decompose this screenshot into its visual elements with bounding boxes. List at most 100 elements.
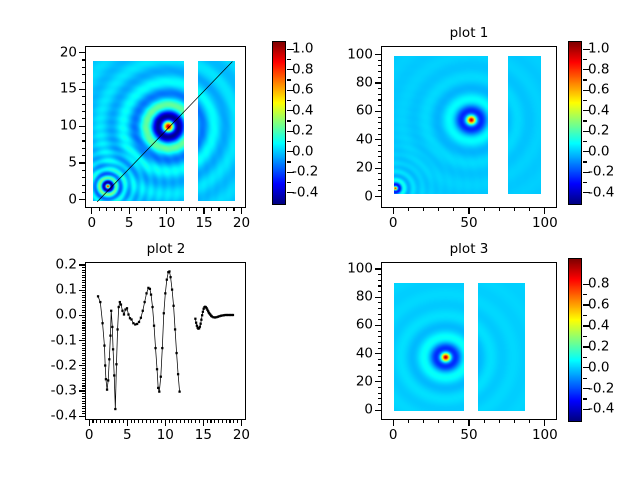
y-tick-major [79, 314, 85, 316]
y-tick-minor [81, 317, 85, 319]
y-tick-minor [81, 387, 85, 390]
series-marker [118, 300, 121, 304]
y-tick-label: 0.2 [55, 256, 77, 273]
x-tick-label: 50 [460, 215, 478, 231]
y-tick-label: 80 [355, 74, 373, 91]
y-tick-minor [377, 291, 381, 293]
y-tick-major [375, 110, 381, 112]
y-tick-minor [81, 110, 85, 113]
series-marker [228, 313, 232, 317]
y-tick-label: 20 [59, 43, 77, 60]
series-marker [114, 407, 117, 411]
y-tick-minor [377, 144, 381, 147]
series-marker [152, 324, 156, 327]
x-tick-label: 20 [232, 215, 251, 231]
y-tick-minor [377, 274, 381, 276]
x-tick-minor [529, 208, 531, 212]
series-marker [143, 300, 146, 304]
y-tick-minor [81, 398, 85, 400]
series-marker [111, 348, 115, 351]
y-tick-minor [377, 133, 381, 135]
y-tick-minor [377, 347, 381, 349]
panel-top-left-colorbar[interactable] [272, 41, 286, 205]
y-tick-label: -0.3 [50, 382, 77, 399]
colorbar-tick-label: 1.0 [588, 40, 610, 57]
series-marker [151, 305, 154, 309]
colorbar-tick-label: 0.0 [588, 142, 610, 159]
x-tick-major [392, 420, 394, 426]
x-tick-minor [183, 420, 185, 424]
y-tick-minor [81, 319, 85, 321]
panel-top-right-axes [381, 46, 557, 208]
x-tick-minor [483, 420, 485, 424]
colorbar-tick-minor [583, 58, 587, 61]
series-marker [218, 315, 221, 318]
series-marker [162, 312, 165, 315]
y-tick-minor [81, 322, 85, 324]
series-marker [200, 318, 203, 321]
series-marker [176, 373, 180, 376]
x-tick-minor [221, 420, 223, 424]
y-tick-minor [377, 392, 381, 394]
y-tick-minor [81, 395, 85, 397]
colorbar-tick [287, 110, 294, 112]
y-tick-minor [377, 93, 381, 95]
y-tick-minor [377, 358, 381, 360]
y-tick-minor [377, 184, 381, 186]
y-tick-minor [377, 179, 381, 181]
y-tick-minor [81, 279, 85, 281]
heatmap-patch-canvas [394, 283, 465, 412]
y-tick-minor [377, 76, 381, 78]
series-marker [199, 322, 202, 325]
y-tick-minor [81, 297, 85, 299]
y-tick-major [79, 365, 85, 367]
y-tick-minor [81, 184, 85, 186]
y-tick-minor [81, 413, 85, 415]
y-tick-minor [81, 372, 85, 374]
series-marker [159, 375, 162, 378]
x-tick-minor [179, 420, 182, 424]
colorbar-tick-label: 0.8 [588, 60, 610, 77]
x-tick-minor [422, 208, 425, 212]
x-tick-minor [498, 208, 500, 212]
y-tick-major [375, 139, 381, 141]
y-tick-minor [377, 116, 381, 118]
y-tick-minor [81, 410, 85, 412]
series-marker [104, 378, 108, 381]
x-tick-major [126, 420, 128, 426]
y-tick-minor [81, 74, 85, 76]
panel-bottom-right-axes [381, 262, 557, 420]
series-marker [170, 288, 174, 291]
colorbar-tick [583, 367, 590, 369]
series-marker [148, 287, 152, 291]
y-tick-minor [81, 355, 85, 357]
y-tick-minor [81, 140, 85, 142]
colorbar-tick [287, 171, 294, 173]
y-tick-minor [377, 302, 381, 304]
y-tick-major [375, 82, 381, 84]
x-tick-label: 0 [388, 215, 398, 231]
x-tick-major [468, 208, 470, 214]
series-marker [155, 368, 159, 371]
x-tick-minor [453, 208, 455, 212]
x-tick-label: 10 [156, 427, 174, 443]
x-tick-minor [211, 208, 213, 212]
x-tick-minor [225, 420, 227, 424]
x-tick-label: 15 [195, 215, 213, 231]
y-tick-minor [81, 304, 85, 306]
y-tick-minor [81, 312, 85, 314]
y-tick-minor [377, 308, 381, 310]
series-marker [115, 363, 118, 366]
series-marker [119, 303, 123, 306]
colorbar-tick [583, 110, 590, 112]
panel-top-right-colorbar[interactable] [568, 41, 582, 205]
y-tick-label: 100 [347, 260, 373, 277]
y-tick-minor [81, 272, 85, 274]
y-tick-label: 40 [355, 344, 373, 361]
panel-bottom-right-colorbar[interactable] [568, 258, 582, 422]
x-tick-minor [225, 208, 228, 212]
series-marker [219, 314, 223, 317]
y-tick-minor [81, 392, 85, 395]
y-tick-label: 0 [364, 401, 373, 418]
colorbar-tick [287, 192, 294, 194]
